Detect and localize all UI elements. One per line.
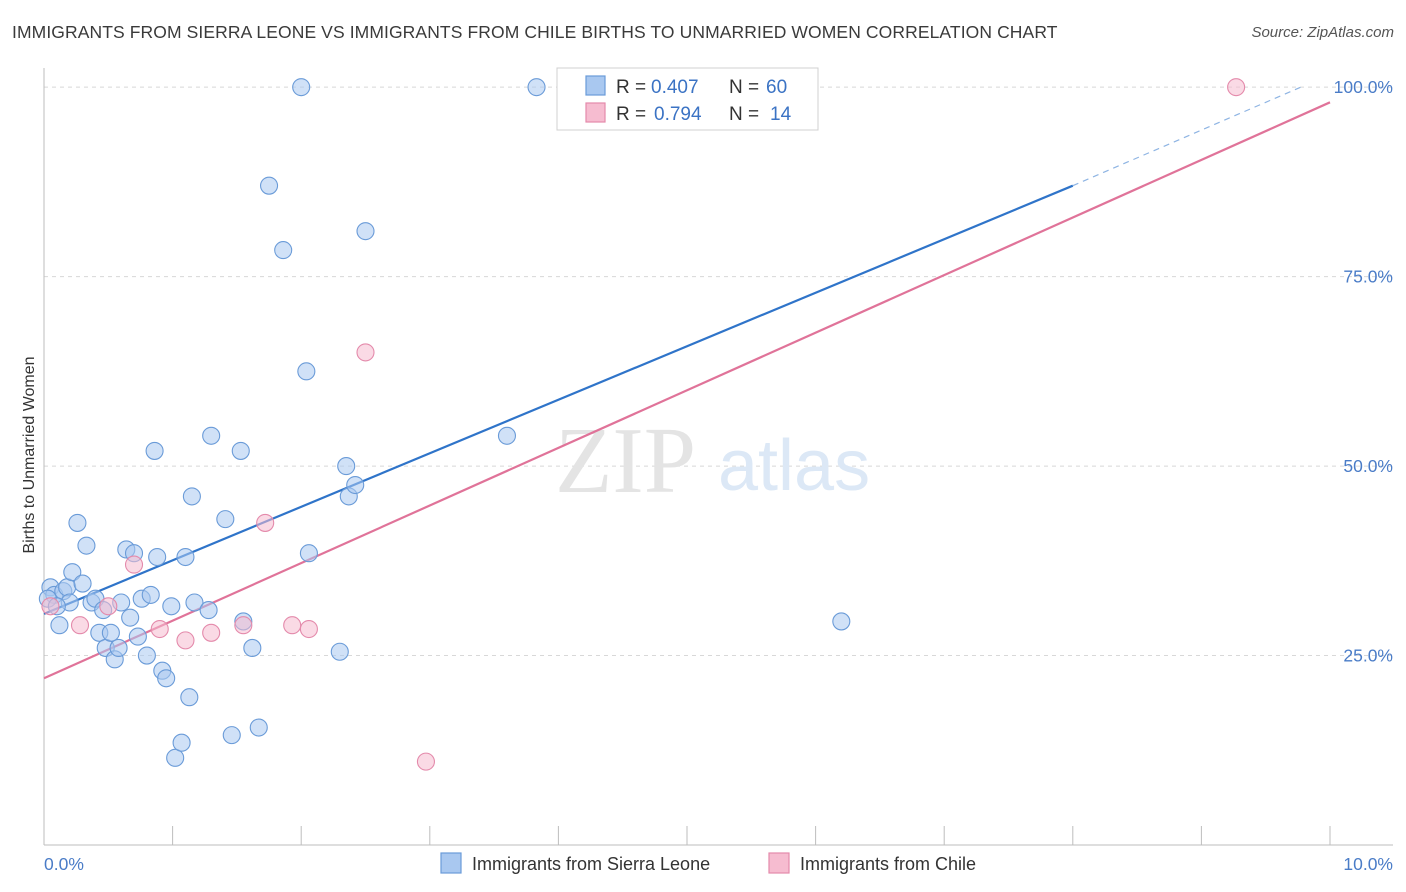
point-sierra-leone-30 xyxy=(162,597,181,616)
legend-swatch-blue xyxy=(585,75,606,96)
series-legend-swatch-chile xyxy=(768,852,790,874)
point-chile-2 xyxy=(99,597,118,616)
legend-swatch-pink xyxy=(585,102,606,123)
legend-n-label-1: N = xyxy=(729,77,759,98)
point-sierra-leone-41 xyxy=(231,441,250,460)
point-sierra-leone-20 xyxy=(121,608,140,627)
point-sierra-leone-25 xyxy=(141,585,160,604)
legend-r-label-2: R = xyxy=(616,104,646,125)
chart-title: IMMIGRANTS FROM SIERRA LEONE VS IMMIGRAN… xyxy=(12,22,1058,42)
point-chile-6 xyxy=(202,623,221,642)
point-sierra-leone-4 xyxy=(58,578,77,597)
series-legend-swatch-sierra-leone xyxy=(440,852,462,874)
point-sierra-leone-29 xyxy=(157,669,176,688)
point-sierra-leone-26 xyxy=(145,441,164,460)
point-sierra-leone-17 xyxy=(109,638,128,658)
point-sierra-leone-47 xyxy=(292,78,311,97)
y-tick-label-0: 25.0% xyxy=(1343,646,1393,666)
point-sierra-leone-54 xyxy=(356,222,375,241)
stats-legend: R = 0.407 N = 60 R = 0.794 N = 14 xyxy=(556,67,819,131)
trend-line-chile xyxy=(43,101,1331,680)
watermark: ZIP atlas xyxy=(555,409,870,513)
axes xyxy=(43,68,1393,846)
point-chile-13 xyxy=(1227,78,1246,97)
point-sierra-leone-33 xyxy=(176,547,195,567)
series-legend-sierra-leone: Immigrants from Sierra Leone xyxy=(472,854,710,874)
trend-line-sierra-leone-extension xyxy=(1072,85,1305,187)
point-sierra-leone-2 xyxy=(50,616,69,635)
x-tick-label-1: 10.0% xyxy=(1343,854,1393,874)
y-tick-label-3: 100.0% xyxy=(1334,77,1393,97)
point-chile-10 xyxy=(299,619,318,639)
point-sierra-leone-15 xyxy=(101,623,120,642)
point-sierra-leone-8 xyxy=(73,574,92,593)
point-sierra-leone-56 xyxy=(527,78,546,97)
point-sierra-leone-34 xyxy=(180,688,199,707)
point-sierra-leone-24 xyxy=(137,646,156,665)
point-sierra-leone-9 xyxy=(77,536,96,555)
point-sierra-leone-32 xyxy=(172,733,191,752)
point-chile-3 xyxy=(124,555,144,574)
point-sierra-leone-46 xyxy=(274,241,293,260)
legend-n-value-1: 60 xyxy=(766,77,787,98)
point-sierra-leone-55 xyxy=(497,426,517,445)
point-sierra-leone-36 xyxy=(185,593,204,612)
point-sierra-leone-27 xyxy=(148,547,167,567)
legend-n-label-2: N = xyxy=(729,104,759,125)
grid-lines xyxy=(44,86,1393,657)
point-sierra-leone-6 xyxy=(63,563,82,582)
legend-n-value-2: 14 xyxy=(770,104,792,125)
point-chile-9 xyxy=(283,616,302,635)
trend-lines xyxy=(43,85,1331,680)
data-points xyxy=(38,78,1246,771)
point-sierra-leone-57 xyxy=(832,612,851,631)
point-chile-7 xyxy=(234,616,253,635)
point-sierra-leone-35 xyxy=(182,487,201,506)
point-sierra-leone-37 xyxy=(199,601,218,620)
series-legend-chile: Immigrants from Chile xyxy=(800,854,976,874)
legend-r-value-2: 0.794 xyxy=(654,104,702,125)
tick-labels: 25.0% 50.0% 75.0% 100.0% 0.0% 10.0% xyxy=(44,77,1393,874)
point-sierra-leone-50 xyxy=(330,642,349,661)
series-legend: Immigrants from Sierra Leone Immigrants … xyxy=(440,852,976,874)
point-chile-5 xyxy=(176,631,195,650)
y-tick-label-1: 50.0% xyxy=(1343,456,1393,476)
point-sierra-leone-43 xyxy=(243,638,262,658)
point-sierra-leone-45 xyxy=(259,176,279,195)
point-sierra-leone-7 xyxy=(68,513,87,532)
watermark-atlas: atlas xyxy=(718,426,870,506)
y-axis-label: Births to Unmarried Women xyxy=(21,356,38,553)
legend-r-value-1: 0.407 xyxy=(651,77,699,98)
point-chile-8 xyxy=(256,513,275,532)
point-chile-0 xyxy=(41,597,60,616)
y-tick-label-2: 75.0% xyxy=(1343,267,1393,287)
point-sierra-leone-22 xyxy=(128,627,147,646)
point-sierra-leone-48 xyxy=(297,362,316,381)
point-chile-11 xyxy=(356,343,375,362)
x-tick-label-0: 0.0% xyxy=(44,854,84,874)
point-sierra-leone-39 xyxy=(216,510,235,529)
legend-r-label-1: R = xyxy=(616,77,646,98)
trend-line-sierra-leone xyxy=(43,184,1074,615)
point-sierra-leone-44 xyxy=(249,718,268,737)
watermark-zip: ZIP xyxy=(555,409,696,513)
chart-source: Source: ZipAtlas.com xyxy=(1251,24,1394,41)
point-chile-12 xyxy=(416,752,435,771)
point-sierra-leone-51 xyxy=(337,457,356,476)
point-chile-1 xyxy=(70,616,90,635)
point-sierra-leone-49 xyxy=(299,544,318,563)
point-sierra-leone-53 xyxy=(346,475,365,495)
point-sierra-leone-31 xyxy=(166,748,185,767)
point-sierra-leone-38 xyxy=(202,426,221,445)
point-sierra-leone-40 xyxy=(222,726,241,745)
point-chile-4 xyxy=(150,619,169,639)
